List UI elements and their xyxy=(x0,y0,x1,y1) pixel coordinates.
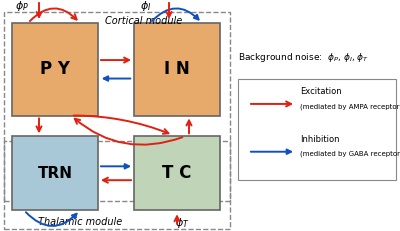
FancyArrowPatch shape xyxy=(101,58,129,63)
FancyArrowPatch shape xyxy=(75,119,182,145)
Text: I N: I N xyxy=(164,60,190,78)
Bar xyxy=(12,23,98,116)
FancyArrowPatch shape xyxy=(103,178,131,183)
FancyArrowPatch shape xyxy=(26,212,76,226)
FancyArrowPatch shape xyxy=(104,76,130,81)
FancyArrowPatch shape xyxy=(251,149,291,154)
FancyArrowPatch shape xyxy=(152,8,198,21)
Bar xyxy=(134,136,220,210)
Text: $\phi_P$: $\phi_P$ xyxy=(15,0,29,13)
Text: (mediated by AMPA receptors): (mediated by AMPA receptors) xyxy=(300,103,400,109)
Text: Cortical module: Cortical module xyxy=(105,16,183,26)
Bar xyxy=(4,141,230,229)
FancyArrowPatch shape xyxy=(251,101,291,106)
Text: Thalamic module: Thalamic module xyxy=(38,217,122,227)
FancyArrowPatch shape xyxy=(101,164,129,169)
Bar xyxy=(12,136,98,210)
Text: Background noise:  $\phi_P$, $\phi_I$, $\phi_T$: Background noise: $\phi_P$, $\phi_I$, $\… xyxy=(238,51,369,64)
Bar xyxy=(134,23,220,116)
FancyArrowPatch shape xyxy=(36,3,42,17)
Text: $\phi_T$: $\phi_T$ xyxy=(175,216,189,230)
Text: TRN: TRN xyxy=(38,166,72,181)
Text: T C: T C xyxy=(162,164,192,182)
Text: Excitation: Excitation xyxy=(300,87,342,96)
Bar xyxy=(238,79,396,180)
FancyArrowPatch shape xyxy=(166,3,172,17)
Text: Inhibition: Inhibition xyxy=(300,134,340,143)
Text: (mediated by GABA receptors): (mediated by GABA receptors) xyxy=(300,151,400,157)
Bar xyxy=(4,12,230,201)
FancyArrowPatch shape xyxy=(30,8,76,21)
Text: $\phi_I$: $\phi_I$ xyxy=(140,0,152,13)
FancyArrowPatch shape xyxy=(174,216,180,224)
Text: P Y: P Y xyxy=(40,60,70,78)
FancyArrowPatch shape xyxy=(186,120,192,134)
FancyArrowPatch shape xyxy=(36,118,42,131)
FancyArrowPatch shape xyxy=(74,116,168,134)
